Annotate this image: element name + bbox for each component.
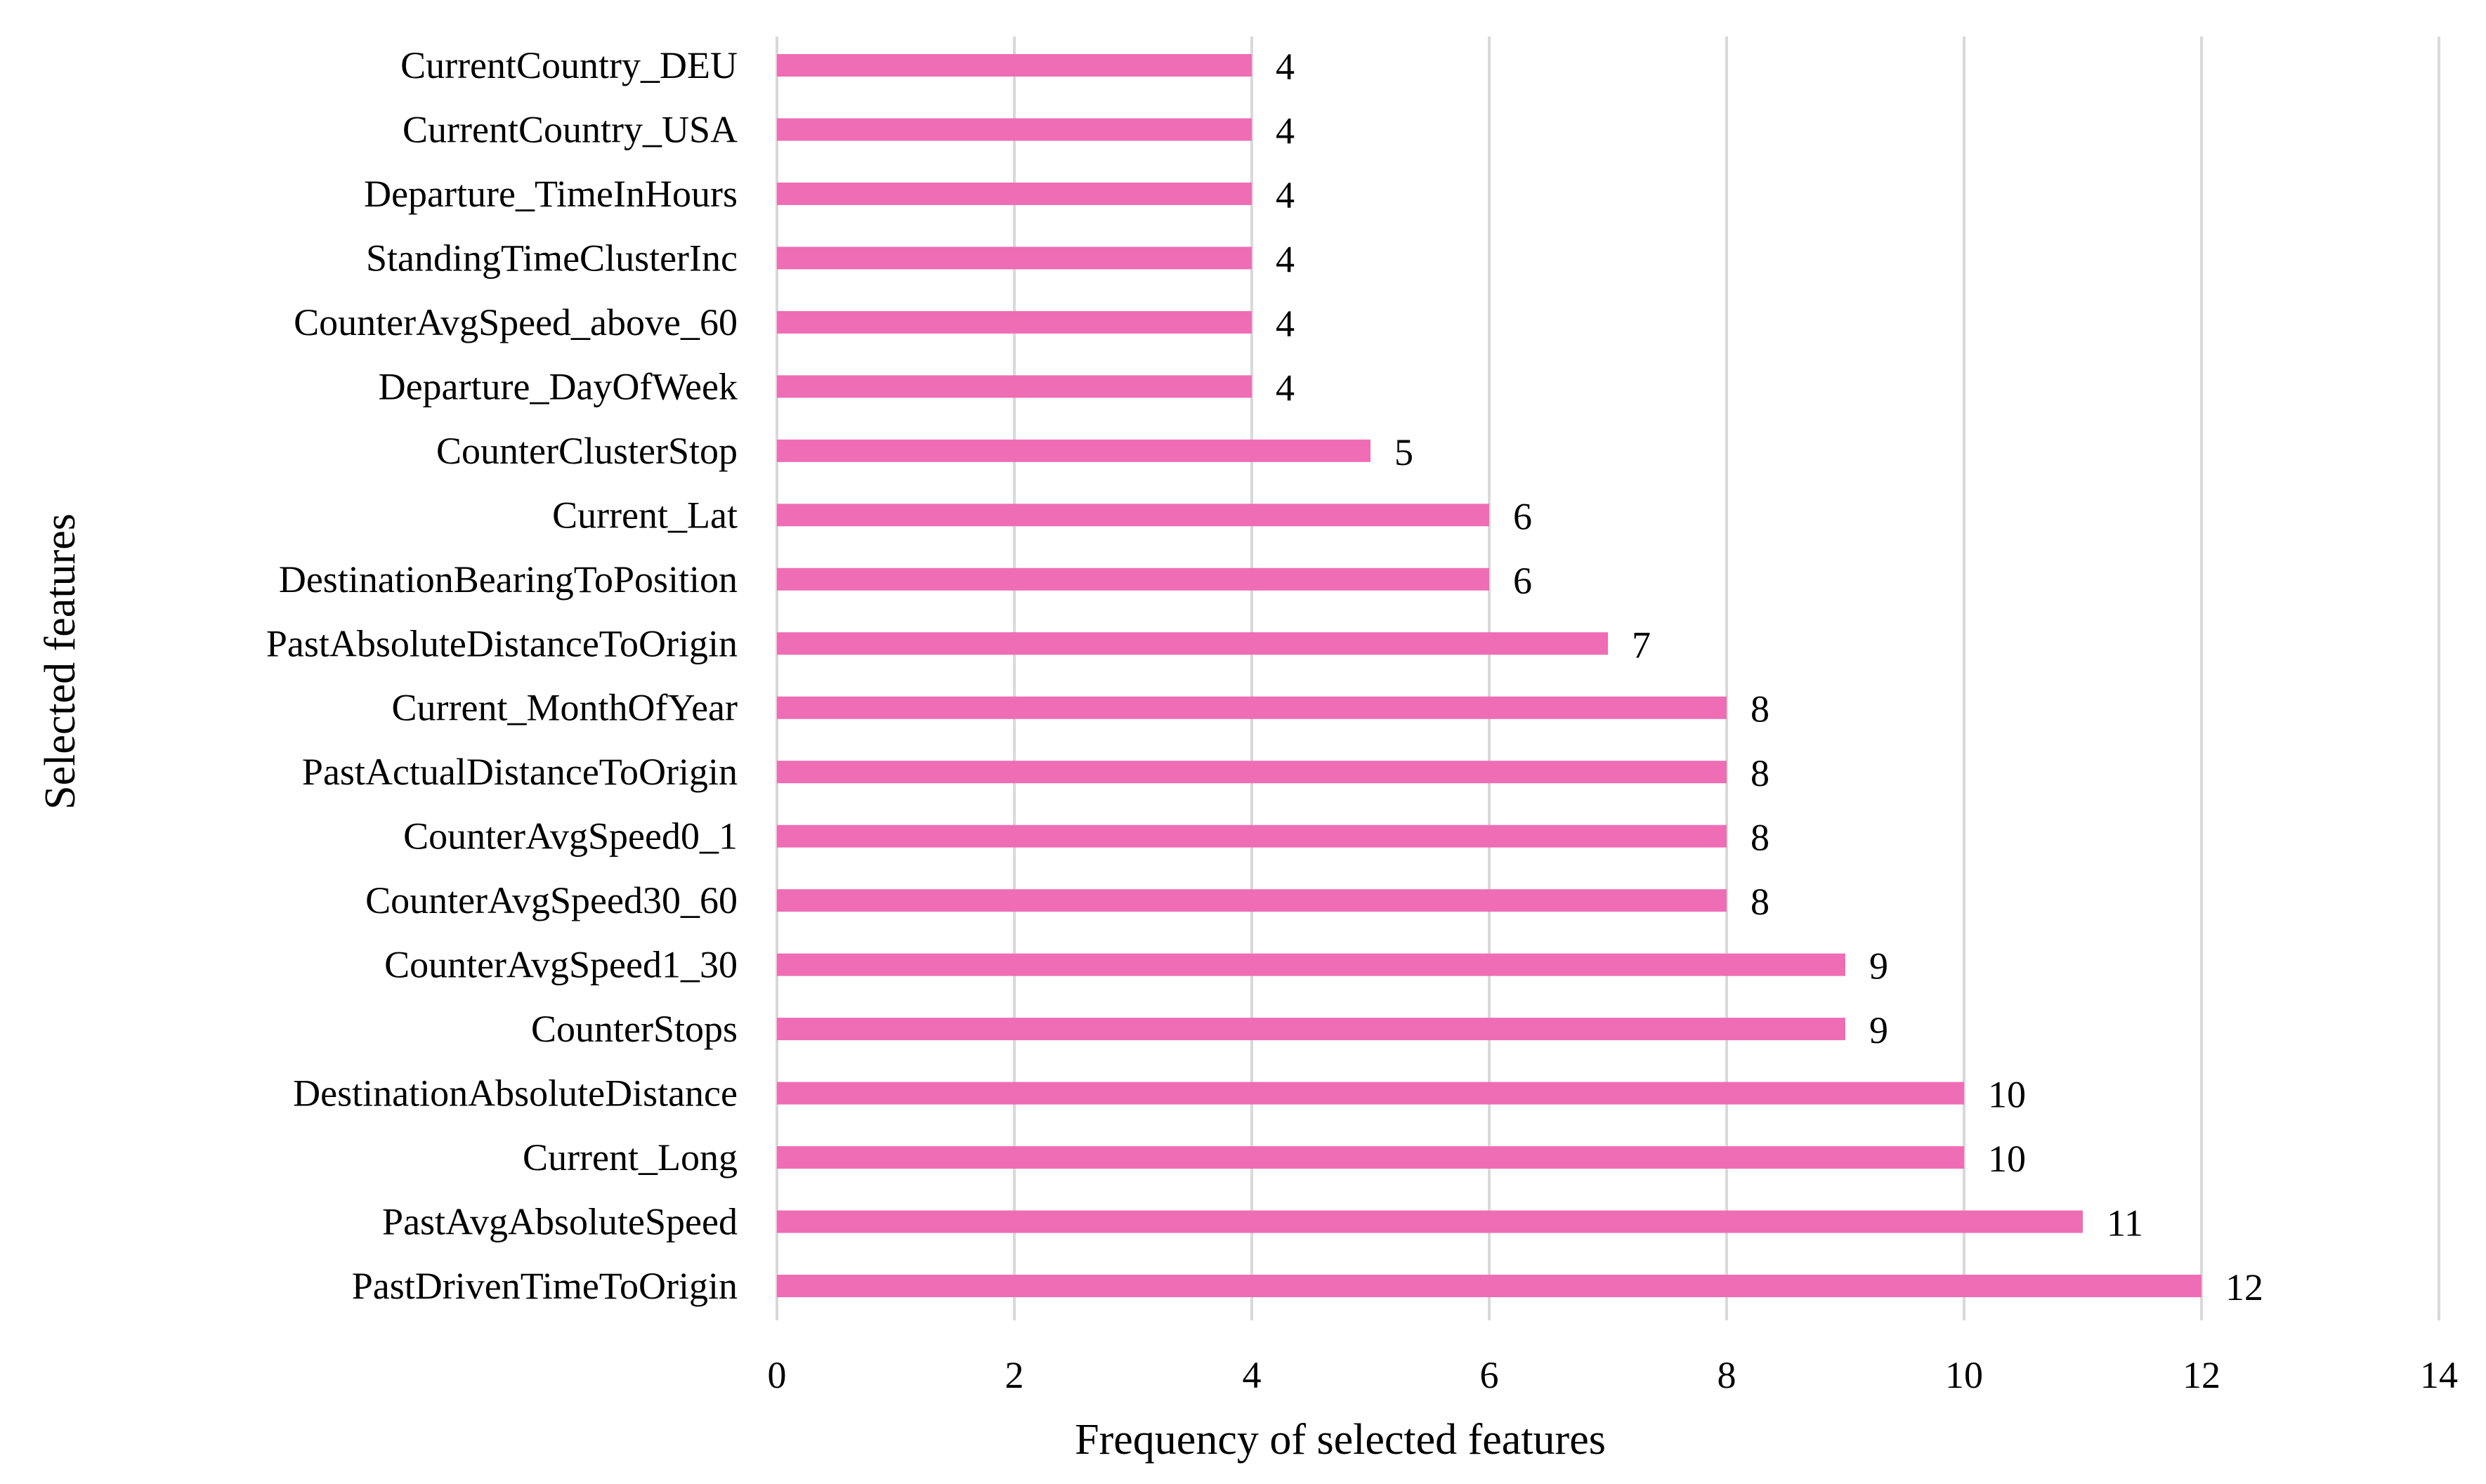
x-tick-label: 14: [2420, 1354, 2458, 1396]
data-label: 10: [1988, 1138, 2026, 1180]
bar-PastActualDistanceToOrigin: [777, 761, 1727, 784]
bar-Departure_TimeInHours: [777, 182, 1252, 205]
category-label: CounterAvgSpeed30_60: [365, 879, 738, 921]
category-label: PastAvgAbsoluteSpeed: [382, 1201, 738, 1243]
bar-PastAvgAbsoluteSpeed: [777, 1210, 2083, 1233]
y-axis-title: Selected features: [37, 513, 84, 810]
data-label: 5: [1394, 431, 1413, 473]
data-label: 9: [1869, 1009, 1888, 1051]
data-label: 8: [1751, 688, 1769, 730]
category-label: CounterAvgSpeed1_30: [384, 944, 738, 986]
category-label: CurrentCountry_DEU: [400, 44, 738, 86]
x-tick-label: 6: [1480, 1354, 1499, 1396]
category-label: DestinationAbsoluteDistance: [293, 1072, 738, 1115]
data-label: 4: [1276, 367, 1295, 409]
data-label: 6: [1513, 560, 1532, 602]
data-label: 6: [1513, 495, 1532, 537]
data-label: 8: [1751, 881, 1769, 923]
bar-DestinationAbsoluteDistance: [777, 1082, 1964, 1105]
data-label: 7: [1632, 624, 1651, 666]
data-label: 9: [1869, 945, 1888, 987]
data-label: 10: [1988, 1074, 2026, 1116]
bar-CounterAvgSpeed0_1: [777, 825, 1727, 848]
bars: [777, 54, 2202, 1297]
x-tick-label: 2: [1005, 1354, 1024, 1396]
bar-CounterAvgSpeed1_30: [777, 953, 1845, 976]
data-label: 4: [1276, 174, 1295, 216]
data-label: 4: [1276, 238, 1295, 280]
bar-Current_Long: [777, 1146, 1964, 1169]
data-label: 12: [2225, 1266, 2263, 1308]
bar-PastAbsoluteDistanceToOrigin: [777, 632, 1608, 655]
bar-StandingTimeClusterInc: [777, 247, 1252, 270]
category-label: Departure_TimeInHours: [364, 173, 738, 215]
x-tick-label: 12: [2183, 1354, 2220, 1396]
category-label: CounterStops: [531, 1008, 738, 1050]
x-tick-label: 4: [1243, 1354, 1262, 1396]
data-label: 8: [1751, 817, 1769, 859]
bar-Current_MonthOfYear: [777, 696, 1727, 719]
data-label: 11: [2107, 1202, 2143, 1245]
category-label: Current_Lat: [552, 494, 738, 536]
category-label: Departure_DayOfWeek: [379, 365, 738, 407]
category-label: PastDrivenTimeToOrigin: [352, 1265, 738, 1307]
bar-CurrentCountry_USA: [777, 118, 1252, 141]
data-label: 8: [1751, 752, 1769, 794]
category-label: CounterClusterStop: [436, 430, 738, 472]
bar-PastDrivenTimeToOrigin: [777, 1275, 2202, 1297]
category-labels: CurrentCountry_DEU CurrentCountry_USA Depa…: [266, 44, 738, 1307]
category-label: CounterAvgSpeed0_1: [403, 815, 738, 858]
x-tick-label: 8: [1718, 1354, 1736, 1396]
data-label: 4: [1276, 46, 1295, 88]
x-axis-title: Frequency of selected features: [1075, 1416, 1606, 1464]
bar-Departure_DayOfWeek: [777, 375, 1252, 398]
bar-CurrentCountry_DEU: [777, 54, 1252, 77]
bar-CounterClusterStop: [777, 439, 1370, 462]
category-label: Current_Long: [523, 1136, 738, 1178]
data-labels: 4 4 4 4 4 4 5 6 6 7 8 8 8 8 9 9 10 10 11 12: [1276, 46, 2263, 1308]
x-tick-label: 10: [1945, 1354, 1983, 1396]
bar-DestinationBearingToPosition: [777, 567, 1489, 591]
category-label: PastAbsoluteDistanceToOrigin: [266, 622, 738, 664]
data-label: 4: [1276, 110, 1295, 152]
bar-CounterAvgSpeed_above_60: [777, 310, 1252, 334]
x-tick-label: 0: [768, 1354, 787, 1396]
category-label: PastActualDistanceToOrigin: [302, 751, 738, 793]
category-label: CounterAvgSpeed_above_60: [294, 301, 738, 343]
data-label: 4: [1276, 303, 1295, 345]
x-tick-labels: 0 2 4 6 8 10 12 14: [768, 1354, 2459, 1396]
category-label: StandingTimeClusterInc: [366, 237, 738, 279]
bar-Current_Lat: [777, 504, 1489, 527]
bar-CounterAvgSpeed30_60: [777, 889, 1727, 912]
category-label: DestinationBearingToPosition: [279, 558, 738, 600]
bar-CounterStops: [777, 1018, 1845, 1041]
gridlines: [776, 37, 2440, 1320]
category-label: Current_MonthOfYear: [392, 687, 738, 729]
category-label: CurrentCountry_USA: [403, 108, 738, 150]
